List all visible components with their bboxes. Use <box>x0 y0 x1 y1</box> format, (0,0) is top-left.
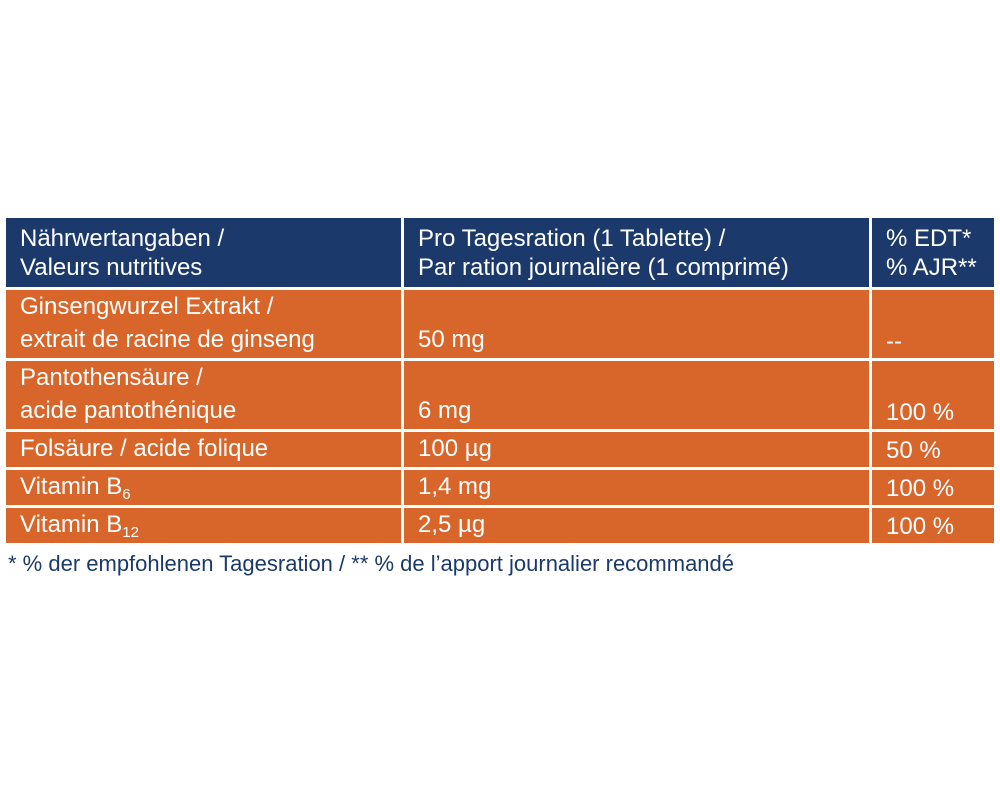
table-body: Ginsengwurzel Extrakt / extrait de racin… <box>6 290 994 546</box>
footnote: * % der empfohlenen Tagesration / ** % d… <box>8 551 735 576</box>
nutrient-percent: 50 % <box>872 432 994 470</box>
header-percent-edt: % EDT* <box>886 224 972 252</box>
header-amount-fr: Par ration journalière (1 comprimé) <box>418 254 789 281</box>
header-amount: Pro Tagesration (1 Tablette) / Par ratio… <box>404 218 872 290</box>
header-amount-de: Pro Tagesration (1 Tablette) / <box>418 225 726 252</box>
nutrient-name: Folsäure / acide folique <box>6 432 404 470</box>
nutrient-percent: 100 % <box>872 361 994 432</box>
nutrient-amount: 100 µg <box>404 432 872 470</box>
table-row: Pantothensäure / acide pantothénique 6 m… <box>6 361 994 432</box>
nutrient-percent: -- <box>872 290 994 361</box>
nutrient-name-de: Ginsengwurzel Extrakt / <box>20 293 274 320</box>
header-nutrient-de: Nährwertangaben / <box>20 225 225 252</box>
table-row: Folsäure / acide folique 100 µg 50 % <box>6 432 994 470</box>
table-row: Vitamin B6 1,4 mg 100 % <box>6 470 994 508</box>
header-row: Nährwertangaben / Valeurs nutritives Pro… <box>6 218 994 290</box>
nutrient-subscript: 6 <box>122 486 131 503</box>
nutrient-name-text: Vitamin B <box>20 511 123 538</box>
table-row: Vitamin B12 2,5 µg 100 % <box>6 508 994 546</box>
nutrient-percent: 100 % <box>872 508 994 546</box>
nutrition-table: Nährwertangaben / Valeurs nutritives Pro… <box>6 218 994 546</box>
table-row: Ginsengwurzel Extrakt / extrait de racin… <box>6 290 994 361</box>
nutrient-name: Ginsengwurzel Extrakt / extrait de racin… <box>6 290 404 361</box>
nutrient-name: Vitamin B6 <box>6 470 404 508</box>
nutrient-name-text: Vitamin B <box>20 473 123 500</box>
nutrient-amount: 1,4 mg <box>404 470 872 508</box>
header-nutrient-fr: Valeurs nutritives <box>20 254 203 281</box>
nutrient-name-fr: acide pantothénique <box>20 397 237 424</box>
nutrient-percent: 100 % <box>872 470 994 508</box>
header-nutrient: Nährwertangaben / Valeurs nutritives <box>6 218 404 290</box>
nutrient-subscript: 12 <box>122 524 139 541</box>
nutrient-amount: 2,5 µg <box>404 508 872 546</box>
nutrient-amount: 50 mg <box>404 290 872 361</box>
table-header: Nährwertangaben / Valeurs nutritives Pro… <box>6 218 994 290</box>
nutrient-amount: 6 mg <box>404 361 872 432</box>
header-percent-ajr: % AJR** <box>886 253 977 281</box>
nutrient-name-fr: extrait de racine de ginseng <box>20 326 315 353</box>
nutrient-name-de: Pantothensäure / <box>20 364 203 391</box>
header-percent: % EDT* % AJR** <box>872 218 994 290</box>
nutrient-name: Vitamin B12 <box>6 508 404 546</box>
nutrient-name: Pantothensäure / acide pantothénique <box>6 361 404 432</box>
